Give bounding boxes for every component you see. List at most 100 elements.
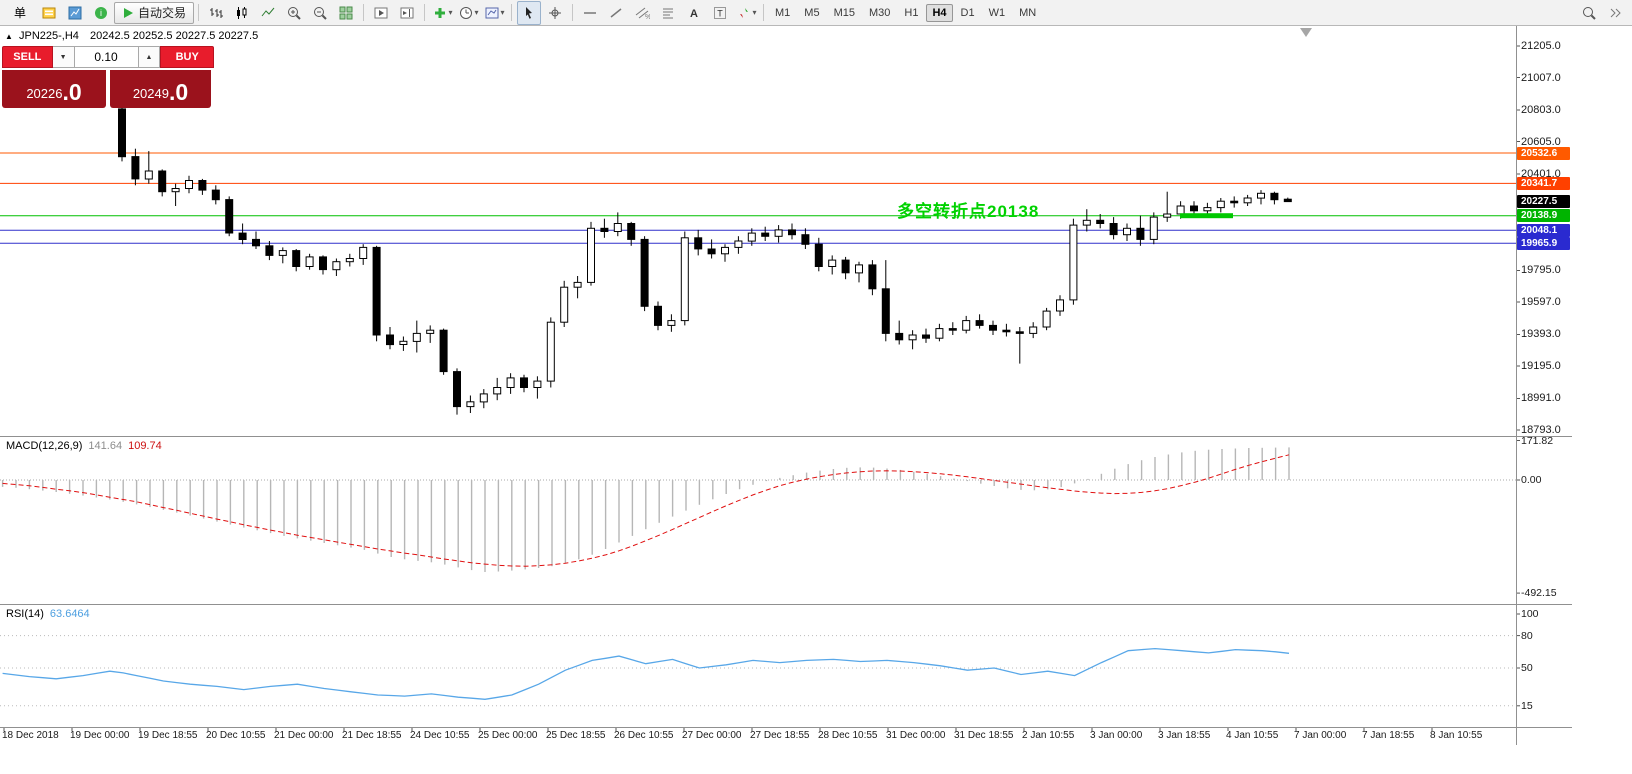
candle-body: [975, 320, 984, 326]
toolbar-overflow-button[interactable]: [1603, 1, 1627, 25]
timeframe-m5-button[interactable]: M5: [804, 6, 820, 19]
zoom-in-button[interactable]: [282, 1, 306, 25]
time-axis-label: 28 Dec 10:55: [818, 730, 878, 741]
tile-windows-button[interactable]: [334, 1, 358, 25]
rsi-pane-label: RSI(14) 63.6464: [6, 608, 90, 620]
label-button[interactable]: T: [708, 1, 732, 25]
search-button[interactable]: [1577, 1, 1601, 25]
rsi-value: 63.6464: [49, 608, 90, 620]
sell-price-display[interactable]: 20226 .0: [2, 70, 106, 108]
rsi-pane-splitter[interactable]: [0, 604, 1572, 605]
menu-order-char-label: 单: [13, 6, 26, 20]
fibonacci-button[interactable]: [656, 1, 680, 25]
macd-axis-label: -492.15: [1521, 587, 1557, 600]
candle-body: [399, 340, 408, 345]
macd-axis-label: 171.82: [1521, 434, 1554, 447]
lot-decrease-button[interactable]: ▼: [52, 46, 75, 68]
candles-icon: [234, 5, 250, 21]
timeframe-m30-button[interactable]: M30: [868, 6, 891, 19]
candlestick-chart-button[interactable]: [230, 1, 254, 25]
crosshair-button[interactable]: [543, 1, 567, 25]
timeframe-h4-button[interactable]: H4: [926, 3, 953, 22]
macd-pane-splitter[interactable]: [0, 436, 1572, 437]
candle-body: [533, 380, 542, 389]
time-axis-label: 21 Dec 18:55: [342, 730, 402, 741]
chart-window-button[interactable]: [63, 1, 87, 25]
time-axis-label: 7 Jan 00:00: [1294, 730, 1347, 741]
candle-body: [1163, 213, 1172, 218]
news-button[interactable]: i: [89, 1, 113, 25]
chartshift-icon: [399, 5, 415, 21]
sell-button[interactable]: SELL: [2, 46, 53, 68]
timeframe-m15-button[interactable]: M15: [833, 6, 855, 19]
timeframe-m1-button[interactable]: M1: [775, 6, 791, 19]
chart-text-annotation[interactable]: 多空转折点20138: [897, 202, 1040, 221]
horizontal-line-button[interactable]: [578, 1, 602, 25]
candle-body: [1069, 224, 1078, 301]
symbol-period-label: JPN225-,H4: [18, 30, 79, 42]
candle-body: [426, 329, 435, 334]
arrows-button[interactable]: ▾: [734, 1, 758, 25]
candle-body: [627, 223, 636, 240]
macd-pane-label: MACD(12,26,9) 141.64 109.74: [6, 440, 162, 452]
lot-increase-button[interactable]: ▲: [138, 46, 161, 68]
toolbar-separator: [572, 4, 574, 21]
line-chart-button[interactable]: [256, 1, 280, 25]
periods-button[interactable]: ▾: [456, 1, 480, 25]
candle-body: [118, 108, 126, 158]
highlight-segment[interactable]: [1180, 213, 1233, 219]
auto-trading-button[interactable]: 自动交易: [114, 1, 195, 24]
candle-body: [1216, 200, 1225, 209]
candle-body: [1056, 299, 1064, 312]
buy-button[interactable]: BUY: [160, 46, 215, 68]
candle-body: [1082, 219, 1091, 226]
candle-body: [1243, 197, 1252, 204]
trendline-button[interactable]: [604, 1, 628, 25]
macd-signal-value: 109.74: [128, 440, 162, 452]
menu-order-char[interactable]: 单: [5, 1, 35, 25]
channel-button[interactable]: %: [630, 1, 654, 25]
trendline-icon: [608, 5, 624, 21]
candle-body: [680, 237, 689, 322]
candle-body: [506, 377, 515, 388]
cursor-button[interactable]: [517, 0, 542, 25]
lot-size-input[interactable]: [74, 46, 139, 68]
candle-body: [600, 227, 609, 233]
new-order-button[interactable]: [37, 1, 61, 25]
candle-body: [908, 334, 917, 341]
timeframe-d1-button[interactable]: D1: [960, 6, 975, 19]
buy-price-display[interactable]: 20249 .0: [110, 70, 211, 108]
price-axis-label: 18793.0: [1521, 424, 1561, 436]
indicators-button[interactable]: ▾: [430, 1, 454, 25]
buy-price-frac: .0: [168, 79, 189, 105]
chart-shift-button[interactable]: [395, 1, 419, 25]
candle-body: [520, 377, 528, 388]
toolbar-separator: [763, 4, 765, 21]
text-button[interactable]: A: [682, 1, 706, 25]
templates-button[interactable]: ▾: [482, 1, 506, 25]
chart-shift-marker-icon[interactable]: [1300, 28, 1312, 37]
zoom-out-button[interactable]: [308, 1, 332, 25]
auto-scroll-button[interactable]: [369, 1, 393, 25]
buy-price-main: 20249: [132, 86, 169, 101]
search-icon: [1581, 5, 1597, 21]
svg-text:A: A: [690, 8, 698, 20]
candle-body: [292, 250, 301, 268]
candle-body: [1136, 227, 1145, 240]
timeframe-h1-button[interactable]: H1: [904, 6, 919, 19]
time-axis-label: 2 Jan 10:55: [1022, 730, 1075, 741]
candle-body: [493, 387, 502, 395]
clock-icon: [458, 5, 474, 21]
timeframe-w1-button[interactable]: W1: [988, 6, 1006, 19]
candle-body: [654, 305, 662, 326]
candle-body: [345, 258, 354, 263]
text-a-icon: A: [686, 5, 702, 21]
timeframe-mn-button[interactable]: MN: [1019, 6, 1037, 19]
bar-chart-button[interactable]: [204, 1, 228, 25]
candle-body: [1002, 329, 1011, 333]
rsi-line: [2, 647, 1290, 700]
price-badge: 20048.1: [1517, 223, 1570, 237]
line-icon: [260, 5, 276, 21]
price-axis-label: 19393.0: [1521, 328, 1561, 341]
